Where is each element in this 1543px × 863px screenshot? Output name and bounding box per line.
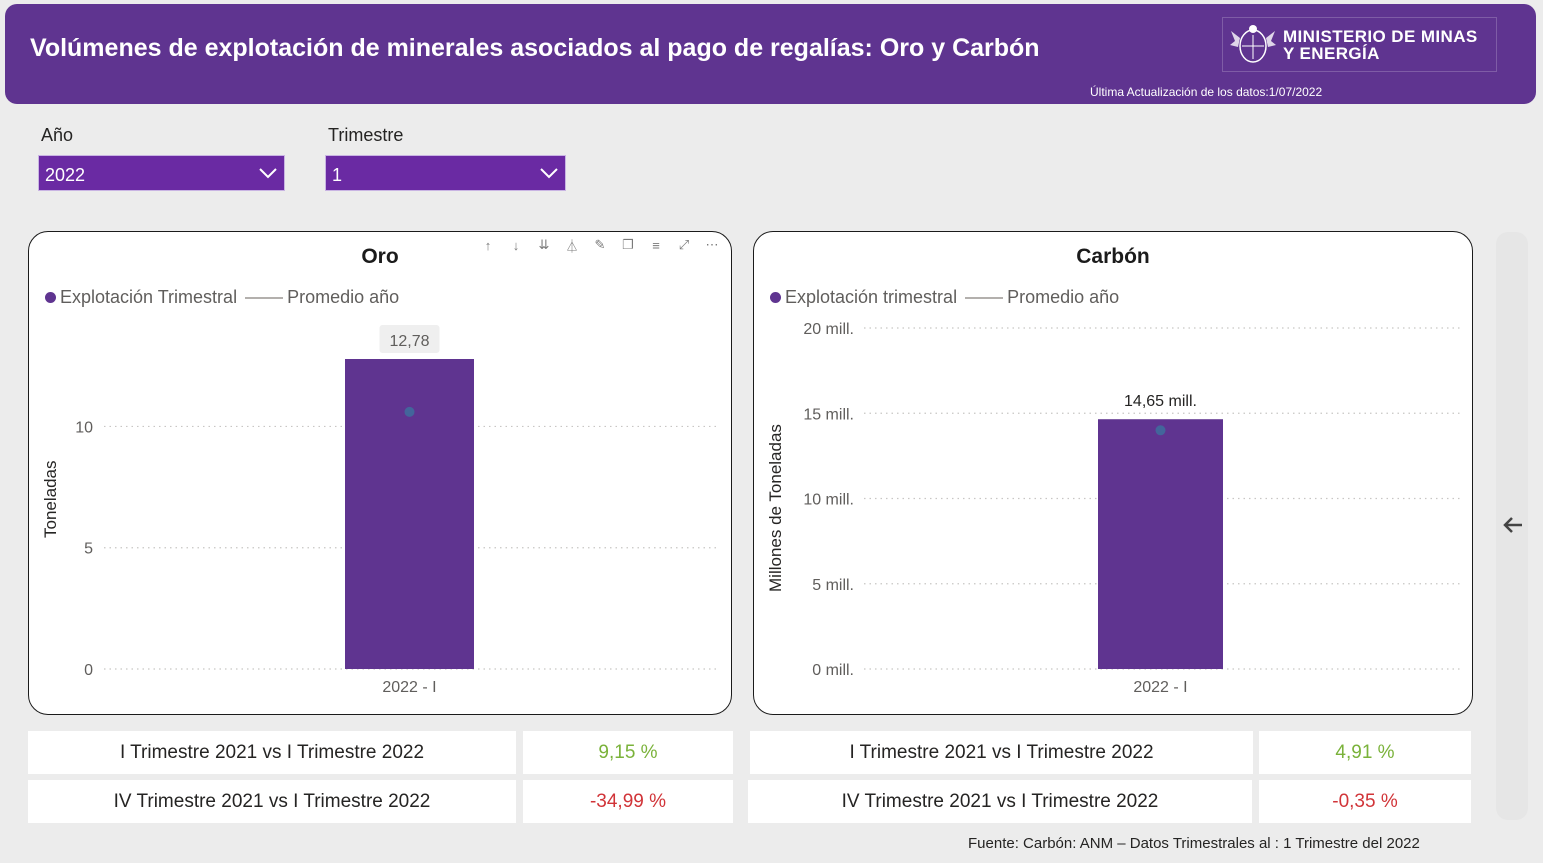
ministry-logo: MINISTERIO DE MINAS Y ENERGÍA bbox=[1222, 17, 1497, 72]
drill-down-icon[interactable]: ↓ bbox=[512, 237, 520, 253]
legend-dot-icon bbox=[770, 292, 781, 303]
carbon-chart-title: Carbón bbox=[1076, 245, 1150, 268]
focus-mode-icon[interactable]: ⤢ bbox=[678, 237, 690, 252]
year-value: 2022 bbox=[45, 165, 86, 185]
expand-all-icon[interactable]: ⇊ bbox=[538, 237, 550, 252]
y-tick-label: 20 mill. bbox=[803, 321, 854, 338]
oro-comparison-2-label: IV Trimestre 2021 vs I Trimestre 2022 bbox=[28, 780, 516, 823]
year-label: Año bbox=[41, 125, 74, 145]
quarter-value: 1 bbox=[332, 165, 343, 185]
data-label-background bbox=[379, 325, 440, 353]
bar-2022-i bbox=[345, 359, 474, 669]
oro-chart-card[interactable]: Oro Explotación Trimestral Promedio año … bbox=[28, 231, 732, 715]
legend-line-icon bbox=[965, 296, 1004, 299]
oro-comparison-1-label: I Trimestre 2021 vs I Trimestre 2022 bbox=[28, 731, 516, 774]
carbon-comparison-2-label: IV Trimestre 2021 vs I Trimestre 2022 bbox=[748, 780, 1252, 823]
carbon-chart: 0 mill. 5 mill. 10 mill. 15 mill. 20 mill. 14… bbox=[803, 321, 1462, 696]
filter-icon[interactable]: ≡ bbox=[652, 237, 660, 253]
year-dropdown[interactable]: 2022 bbox=[38, 155, 285, 191]
quarter-label: Trimestre bbox=[328, 125, 404, 145]
page-title: Volúmenes de explotación de minerales as… bbox=[30, 34, 1040, 62]
carbon-comparison-2-value: -0,35 % bbox=[1259, 780, 1471, 823]
carbon-legend-bar: Explotación trimestral bbox=[785, 287, 958, 307]
y-tick-label: 5 mill. bbox=[812, 577, 854, 594]
legend-line-icon bbox=[245, 296, 284, 299]
y-tick-label: 10 bbox=[75, 419, 93, 436]
carbon-legend-line: Promedio año bbox=[1007, 287, 1120, 307]
carbon-chart-card[interactable]: Carbón Explotación trimestral Promedio a… bbox=[753, 231, 1473, 715]
oro-chart: 0 5 10 12,78 2022 - I bbox=[75, 325, 719, 696]
source-footer: Fuente: Carbón: ANM – Datos Trimestrales… bbox=[968, 835, 1420, 852]
oro-legend: Explotación Trimestral Promedio año bbox=[45, 287, 399, 308]
bar-2022-i bbox=[1098, 419, 1223, 669]
visual-toolbar: ↑ ↓ ⇊ ⏃ ✎ ❐ ≡ ⤢ ⋯ bbox=[474, 232, 730, 258]
carbon-comparison-1-label: I Trimestre 2021 vs I Trimestre 2022 bbox=[750, 731, 1253, 774]
average-marker bbox=[404, 406, 415, 417]
data-label: 12,78 bbox=[389, 333, 429, 350]
logo-line-1: MINISTERIO DE MINAS bbox=[1283, 27, 1478, 46]
x-tick-label: 2022 - I bbox=[382, 679, 436, 696]
logo-line-2: Y ENERGÍA bbox=[1283, 44, 1380, 63]
drill-up-icon[interactable]: ↑ bbox=[484, 237, 492, 253]
oro-chart-title: Oro bbox=[361, 245, 399, 268]
x-tick-label: 2022 - I bbox=[1133, 679, 1187, 696]
hierarchy-icon[interactable]: ⏃ bbox=[565, 238, 579, 254]
oro-comparison-1-value: 9,15 % bbox=[523, 731, 733, 774]
average-marker bbox=[1155, 425, 1166, 436]
y-tick-label: 0 bbox=[84, 662, 93, 679]
y-tick-label: 5 bbox=[84, 541, 93, 558]
oro-comparison-2-value: -34,99 % bbox=[523, 780, 733, 823]
pin-icon[interactable]: ✎ bbox=[594, 237, 606, 252]
y-tick-label: 10 mill. bbox=[803, 492, 854, 509]
data-label: 14,65 mill. bbox=[1124, 393, 1197, 410]
quarter-dropdown[interactable]: 1 bbox=[325, 155, 566, 191]
last-updated: Última Actualización de los datos:1/07/2… bbox=[1090, 85, 1323, 99]
chevron-down-icon bbox=[259, 168, 277, 179]
report-header: Volúmenes de explotación de minerales as… bbox=[5, 4, 1536, 104]
y-tick-label: 0 mill. bbox=[812, 662, 854, 679]
legend-dot-icon bbox=[45, 292, 56, 303]
back-arrow-icon[interactable] bbox=[1502, 515, 1524, 535]
oro-legend-line: Promedio año bbox=[287, 287, 400, 307]
copy-icon[interactable]: ❐ bbox=[622, 237, 634, 252]
more-options-icon[interactable]: ⋯ bbox=[705, 237, 719, 252]
carbon-legend: Explotación trimestral Promedio año bbox=[770, 287, 1119, 308]
carbon-comparison-1-value: 4,91 % bbox=[1259, 731, 1471, 774]
coat-of-arms-icon bbox=[1230, 25, 1276, 63]
oro-legend-bar: Explotación Trimestral bbox=[60, 287, 238, 307]
chevron-down-icon bbox=[540, 168, 558, 179]
y-tick-label: 15 mill. bbox=[803, 406, 854, 423]
